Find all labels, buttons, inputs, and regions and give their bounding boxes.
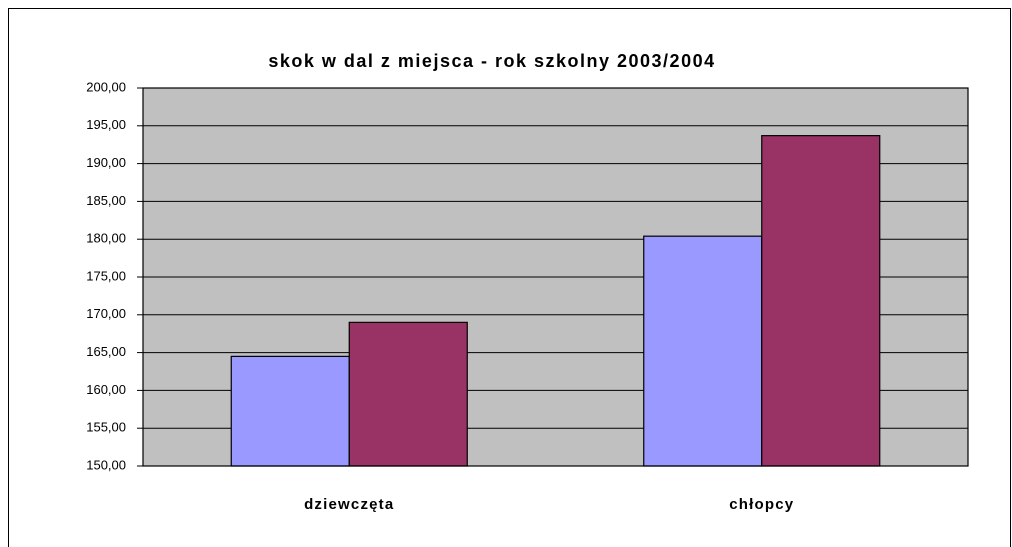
y-tick-label: 155,00 [86,420,126,435]
y-tick-label: 200,00 [86,79,126,94]
chart-title: skok w dal z miejsca - rok szkolny 2003/… [268,51,715,71]
bar [643,235,763,467]
y-tick-label: 185,00 [86,193,126,208]
y-tick-label: 195,00 [86,117,126,132]
plot-border [142,87,969,467]
y-tick-label: 175,00 [86,268,126,283]
y-tick-label: 180,00 [86,231,126,246]
y-tick-label: 190,00 [86,155,126,170]
bar [230,355,350,467]
x-tick-label: chłopcy [729,496,794,513]
y-tick-label: 165,00 [86,344,126,359]
y-tick-label: 150,00 [86,457,126,472]
y-tick-label: 170,00 [86,306,126,321]
x-tick-label: dziewczęta [304,496,394,513]
y-tick-label: 160,00 [86,382,126,397]
bar [761,135,881,467]
bar [348,321,468,467]
